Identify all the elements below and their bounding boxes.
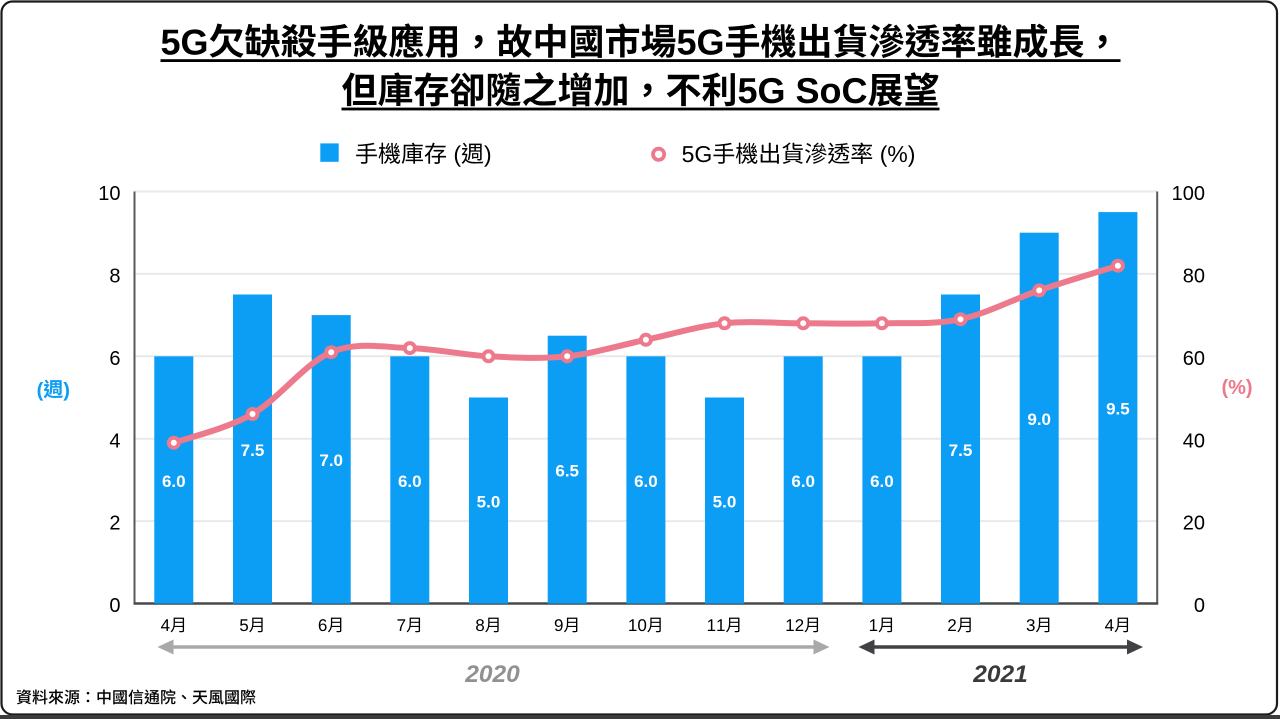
- svg-text:9.0: 9.0: [1027, 410, 1051, 429]
- svg-text:9.5: 9.5: [1106, 400, 1130, 419]
- svg-text:10: 10: [98, 183, 120, 205]
- svg-text:7.5: 7.5: [241, 441, 265, 460]
- svg-text:6.0: 6.0: [634, 472, 658, 491]
- svg-text:4: 4: [109, 430, 120, 452]
- svg-text:6.5: 6.5: [555, 462, 579, 481]
- svg-text:6.0: 6.0: [791, 472, 815, 491]
- svg-text:2020: 2020: [464, 661, 520, 688]
- svg-text:6.0: 6.0: [162, 472, 186, 491]
- svg-text:6.0: 6.0: [398, 472, 422, 491]
- svg-text:100: 100: [1172, 183, 1205, 205]
- svg-text:0: 0: [1194, 595, 1205, 617]
- svg-text:0: 0: [109, 595, 120, 617]
- svg-text:20: 20: [1183, 513, 1205, 535]
- svg-text:6.0: 6.0: [870, 472, 894, 491]
- svg-text:(%): (%): [1221, 377, 1252, 399]
- svg-text:2: 2: [109, 513, 120, 535]
- svg-text:2021: 2021: [972, 661, 1028, 688]
- svg-text:6: 6: [109, 348, 120, 370]
- svg-text:5.0: 5.0: [713, 492, 737, 511]
- svg-text:7.5: 7.5: [949, 441, 973, 460]
- svg-text:8: 8: [109, 266, 120, 288]
- svg-text:5.0: 5.0: [477, 492, 501, 511]
- svg-text:60: 60: [1183, 348, 1205, 370]
- svg-text:80: 80: [1183, 266, 1205, 288]
- svg-text:7.0: 7.0: [319, 451, 343, 470]
- svg-text:40: 40: [1183, 430, 1205, 452]
